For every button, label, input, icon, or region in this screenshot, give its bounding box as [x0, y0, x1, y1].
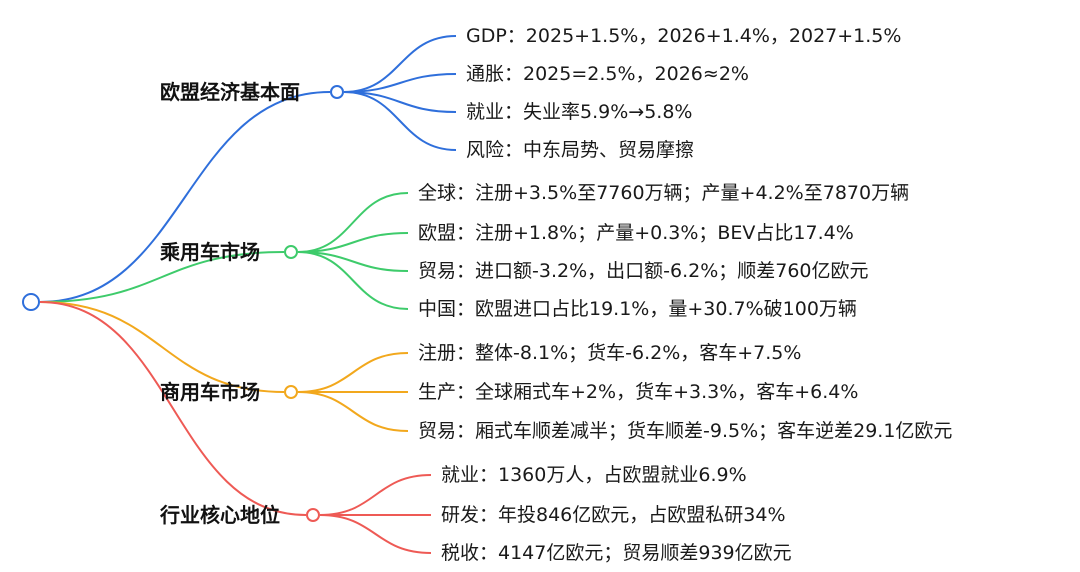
leaf-inflation: 通胀：2025=2.5%，2026≈2% [466, 63, 749, 85]
leaf-connector-0-3 [343, 91, 457, 151]
root-connector-0 [39, 91, 331, 303]
leaf-trade: 贸易：进口额-3.2%，出口额-6.2%；顺差760亿欧元 [418, 260, 869, 282]
leaf-rnd: 研发：年投846亿欧元，占欧盟私研34% [441, 504, 786, 526]
leaf-connector-1-2 [297, 251, 409, 272]
leaf-gdp: GDP：2025+1.5%，2026+1.4%，2027+1.5% [466, 25, 902, 47]
leaf-cv-trade: 贸易：厢式车顺差减半；货车顺差-9.5%；客车逆差29.1亿欧元 [418, 420, 953, 442]
branch-economy-node [330, 85, 344, 99]
branch-industry-status-node [306, 508, 320, 522]
leaf-industry-employment: 就业：1360万人，占欧盟就业6.9% [441, 464, 747, 486]
leaf-tax: 税收：4147亿欧元；贸易顺差939亿欧元 [441, 542, 792, 564]
branch-economy-label: 欧盟经济基本面 [160, 80, 300, 104]
branch-commercial-vehicle-node [284, 385, 298, 399]
root-connector-3 [39, 301, 307, 516]
branch-passenger-car-label: 乘用车市场 [160, 240, 260, 264]
leaf-connector-3-0 [319, 474, 432, 516]
leaf-eu: 欧盟：注册+1.8%；产量+0.3%；BEV占比17.4% [418, 222, 854, 244]
leaf-connector-1-3 [297, 251, 409, 310]
leaf-connector-2-2 [297, 391, 409, 432]
leaf-connector-3-2 [319, 514, 432, 554]
leaf-connector-1-1 [297, 232, 409, 253]
leaf-connector-0-1 [343, 73, 457, 93]
branch-commercial-vehicle-label: 商用车市场 [160, 380, 260, 404]
leaf-china: 中国：欧盟进口占比19.1%，量+30.7%破100万辆 [418, 298, 857, 320]
leaf-registration: 注册：整体-8.1%；货车-6.2%，客车+7.5% [418, 342, 802, 364]
leaf-connector-0-0 [343, 35, 457, 93]
leaf-employment: 就业：失业率5.9%→5.8% [466, 101, 693, 123]
root-connector-2 [39, 301, 285, 393]
leaf-connector-0-2 [343, 91, 457, 113]
branch-passenger-car-node [284, 245, 298, 259]
root-connector-1 [39, 251, 285, 303]
leaf-connector-1-0 [297, 192, 409, 253]
root-node [22, 293, 40, 311]
leaf-risk: 风险：中东局势、贸易摩擦 [466, 139, 695, 161]
leaf-production: 生产：全球厢式车+2%，货车+3.3%，客车+6.4% [418, 381, 859, 403]
branch-industry-status-label: 行业核心地位 [160, 503, 280, 527]
leaf-connector-2-0 [297, 352, 409, 393]
leaf-global: 全球：注册+3.5%至7760万辆；产量+4.2%至7870万辆 [418, 182, 910, 204]
